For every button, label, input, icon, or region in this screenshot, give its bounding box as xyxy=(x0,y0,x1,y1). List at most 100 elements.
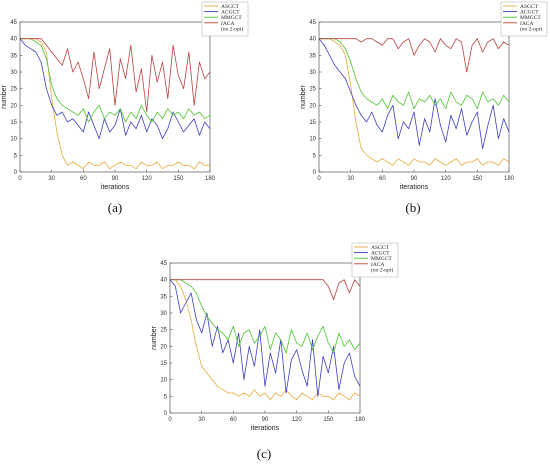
y-tick-label: 25 xyxy=(309,87,316,93)
y-axis-label: number xyxy=(1,84,8,108)
series-line-asgct xyxy=(170,279,361,401)
x-tick-label: 0 xyxy=(168,417,172,423)
plot-frame xyxy=(169,262,361,414)
y-tick-label: 0 xyxy=(14,170,18,176)
x-tick-label: 30 xyxy=(198,417,205,423)
legend-box xyxy=(201,1,249,37)
y-tick-label: 35 xyxy=(10,53,17,59)
legend-label: IACA xyxy=(371,262,384,268)
x-tick-label: 180 xyxy=(355,417,366,423)
y-tick-label: 5 xyxy=(164,394,168,400)
y-tick-label: 20 xyxy=(160,344,167,350)
legend-label: ASGCT xyxy=(221,4,240,10)
y-tick-label: 30 xyxy=(309,70,316,76)
y-tick-label: 20 xyxy=(10,103,17,109)
x-axis-label: iterations xyxy=(400,184,429,191)
y-tick-label: 5 xyxy=(313,153,317,159)
x-tick-label: 120 xyxy=(441,176,452,182)
x-tick-label: 60 xyxy=(230,417,237,423)
x-tick-label: 150 xyxy=(472,176,483,182)
legend-label: MMGCT xyxy=(371,256,392,262)
y-tick-label: 25 xyxy=(10,87,17,93)
y-tick-label: 45 xyxy=(309,20,316,26)
x-tick-label: 150 xyxy=(323,417,334,423)
y-tick-label: 40 xyxy=(309,37,316,43)
x-tick-label: 0 xyxy=(317,176,321,182)
y-tick-label: 35 xyxy=(160,294,167,300)
x-axis-label: iterations xyxy=(101,184,130,191)
x-tick-label: 60 xyxy=(379,176,386,182)
y-tick-label: 15 xyxy=(10,120,17,126)
y-axis-label: number xyxy=(151,325,158,349)
x-tick-label: 120 xyxy=(292,417,303,423)
x-tick-label: 90 xyxy=(262,417,269,423)
legend-label: ACGCT xyxy=(371,251,390,257)
y-tick-label: 5 xyxy=(14,153,18,159)
legend-label: IACA xyxy=(221,21,234,27)
legend-label: MMGCT xyxy=(221,15,242,21)
x-tick-label: 150 xyxy=(173,176,184,182)
legend-label: ACGCT xyxy=(221,10,240,16)
x-tick-label: 30 xyxy=(347,176,354,182)
chart-panel-2: 0 5 10 15 20 25 30 35 40 45 0 30 60 90 120 150 180 iterat… xyxy=(300,1,548,215)
series-line-acgct xyxy=(318,38,510,150)
panel-caption: (b) xyxy=(405,200,420,215)
series-line-mmgct xyxy=(170,279,361,354)
series-line-asgct xyxy=(20,38,210,170)
x-tick-label: 30 xyxy=(48,176,55,182)
y-tick-label: 15 xyxy=(309,120,316,126)
panel-caption: (a) xyxy=(108,200,122,215)
series-line-acgct xyxy=(19,38,211,140)
legend-box xyxy=(351,242,399,278)
y-tick-label: 30 xyxy=(10,70,17,76)
y-tick-label: 10 xyxy=(309,137,316,143)
y-tick-label: 45 xyxy=(10,20,17,26)
chart-panel-3: 0 5 10 15 20 25 30 35 40 45 0 30 60 90 120 150 180 iterat… xyxy=(151,242,399,461)
legend-label: ASGCT xyxy=(371,245,390,251)
legend-label: IACA xyxy=(520,21,533,27)
y-tick-label: 0 xyxy=(313,170,317,176)
x-tick-label: 0 xyxy=(18,176,22,182)
y-tick-label: 30 xyxy=(160,311,167,317)
legend-label: ACGCT xyxy=(520,10,539,16)
x-tick-label: 120 xyxy=(142,176,153,182)
x-tick-label: 90 xyxy=(411,176,418,182)
series-line-iaca xyxy=(319,38,510,73)
y-tick-label: 20 xyxy=(309,103,316,109)
chart-panel-1: 0 5 10 15 20 25 30 35 40 45 0 30 60 90 120 150 180 iterat… xyxy=(1,1,249,215)
series-line-mmgct xyxy=(319,38,510,110)
y-tick-label: 40 xyxy=(160,278,167,284)
series-line-asgct xyxy=(319,38,510,166)
panel-caption: (c) xyxy=(257,446,271,461)
x-axis-label: iterations xyxy=(251,425,280,432)
legend-label: (no 2-opt) xyxy=(520,25,542,32)
y-tick-label: 25 xyxy=(160,328,167,334)
series-line-acgct xyxy=(169,279,361,397)
legend-label: (no 2-opt) xyxy=(371,266,393,273)
x-tick-label: 180 xyxy=(205,176,216,182)
y-tick-label: 40 xyxy=(10,37,17,43)
legend-box xyxy=(500,1,548,37)
legend-label: MMGCT xyxy=(520,15,541,21)
x-tick-label: 60 xyxy=(80,176,87,182)
y-tick-label: 45 xyxy=(160,261,167,267)
series-line-iaca xyxy=(170,279,361,301)
y-tick-label: 10 xyxy=(160,378,167,384)
legend-label: ASGCT xyxy=(520,4,539,10)
plot-frame xyxy=(318,21,510,173)
plot-frame xyxy=(19,21,211,173)
x-tick-label: 180 xyxy=(504,176,515,182)
legend-label: (no 2-opt) xyxy=(221,25,243,32)
series-line-mmgct xyxy=(20,38,211,123)
y-tick-label: 10 xyxy=(10,137,17,143)
y-tick-label: 35 xyxy=(309,53,316,59)
x-tick-label: 90 xyxy=(112,176,119,182)
series-line-iaca xyxy=(20,38,211,113)
y-tick-label: 0 xyxy=(164,411,168,417)
y-axis-label: number xyxy=(300,84,307,108)
y-tick-label: 15 xyxy=(160,361,167,367)
